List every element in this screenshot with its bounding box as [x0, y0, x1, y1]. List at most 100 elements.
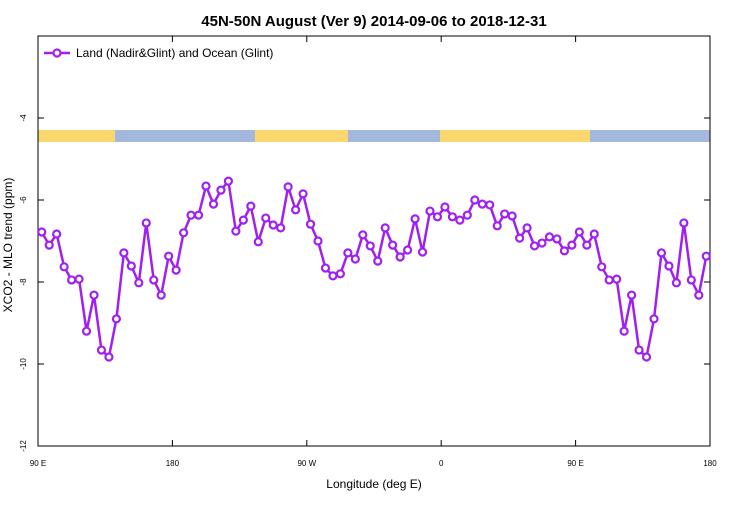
data-point [231, 226, 241, 236]
data-point [694, 290, 704, 300]
data-point [552, 234, 562, 244]
x-tick-label: 180 [166, 459, 180, 468]
ocean-band [348, 130, 440, 142]
data-point [74, 274, 84, 284]
data-point [626, 290, 637, 300]
x-tick-label: 90 W [297, 459, 316, 468]
data-point [544, 232, 555, 242]
data-point [268, 220, 278, 230]
data-point [186, 210, 196, 220]
x-tick-label: 0 [439, 459, 444, 468]
y-tick-label: -8 [19, 278, 28, 286]
data-point [126, 261, 136, 271]
data-point [261, 213, 271, 223]
x-tick-label: 180 [703, 459, 717, 468]
data-point [686, 275, 696, 285]
data-point [276, 223, 286, 233]
legend-label: Land (Nadir&Glint) and Ocean (Glint) [76, 46, 273, 60]
data-point [403, 245, 413, 255]
data-point [350, 254, 360, 264]
y-tick-label: -10 [19, 358, 28, 370]
data-point [283, 182, 293, 192]
data-point [641, 352, 652, 362]
legend: Land (Nadir&Glint) and Ocean (Glint) [44, 46, 273, 60]
data-point [485, 200, 495, 210]
data-point [701, 251, 711, 261]
data-point [612, 274, 622, 284]
data-point [313, 236, 323, 246]
data-point [193, 210, 204, 220]
data-point [246, 201, 256, 211]
data-point [59, 262, 69, 272]
y-tick-label: -12 [19, 440, 28, 452]
data-point [604, 275, 614, 285]
data-point [477, 199, 487, 209]
data-point [111, 314, 122, 324]
data-point [52, 229, 62, 239]
data-point [470, 195, 480, 205]
y-tick-label: -6 [19, 196, 28, 204]
data-point [201, 181, 211, 191]
data-point [440, 202, 450, 212]
data-point [149, 275, 159, 285]
data-point [410, 214, 420, 224]
data-point [417, 247, 428, 257]
data-point [425, 206, 435, 216]
ocean-band [590, 130, 710, 142]
data-point [522, 223, 532, 233]
data-point [649, 314, 659, 324]
data-point [253, 237, 263, 247]
data-point [507, 211, 517, 221]
data-point [388, 240, 398, 250]
data-point [589, 229, 599, 239]
data-point [171, 265, 181, 275]
data-point [500, 209, 510, 219]
data-point [216, 185, 226, 195]
data-point [37, 227, 47, 237]
data-point [664, 261, 674, 271]
data-point [104, 352, 114, 362]
data-point [179, 228, 189, 238]
data-point [291, 205, 301, 215]
data-point [156, 290, 166, 300]
data-point [358, 230, 368, 240]
data-point [89, 290, 99, 300]
data-point [335, 269, 345, 279]
data-point [134, 278, 144, 288]
data-point [305, 219, 316, 229]
data-point [455, 215, 465, 225]
x-tick-label: 90 E [30, 459, 46, 468]
data-point [671, 278, 682, 288]
data-point [559, 246, 570, 256]
data-point [328, 271, 338, 281]
data-point [574, 227, 584, 237]
data-point [656, 248, 667, 258]
x-tick-label: 90 E [567, 459, 583, 468]
data-point [96, 345, 107, 355]
data-point [44, 240, 54, 250]
data-point [582, 240, 592, 250]
data-point [492, 221, 502, 231]
land-ocean-strip [38, 130, 710, 142]
data-point [208, 199, 219, 209]
series-line [40, 179, 708, 359]
data-point [380, 223, 390, 233]
data-point [395, 252, 405, 262]
data-point [514, 233, 525, 243]
data-point [373, 256, 383, 266]
data-point [66, 275, 77, 285]
data-point [597, 262, 607, 272]
data-point [81, 326, 92, 336]
data-point [447, 212, 457, 222]
data-point [119, 248, 129, 258]
data-point [679, 218, 689, 228]
data-point [567, 240, 577, 250]
ocean-band [115, 130, 255, 142]
data-point [537, 238, 547, 248]
data-point [462, 210, 472, 220]
chart-title: 45N-50N August (Ver 9) 2014-09-06 to 201… [201, 13, 546, 30]
data-point [238, 215, 248, 225]
data-point [164, 251, 174, 261]
